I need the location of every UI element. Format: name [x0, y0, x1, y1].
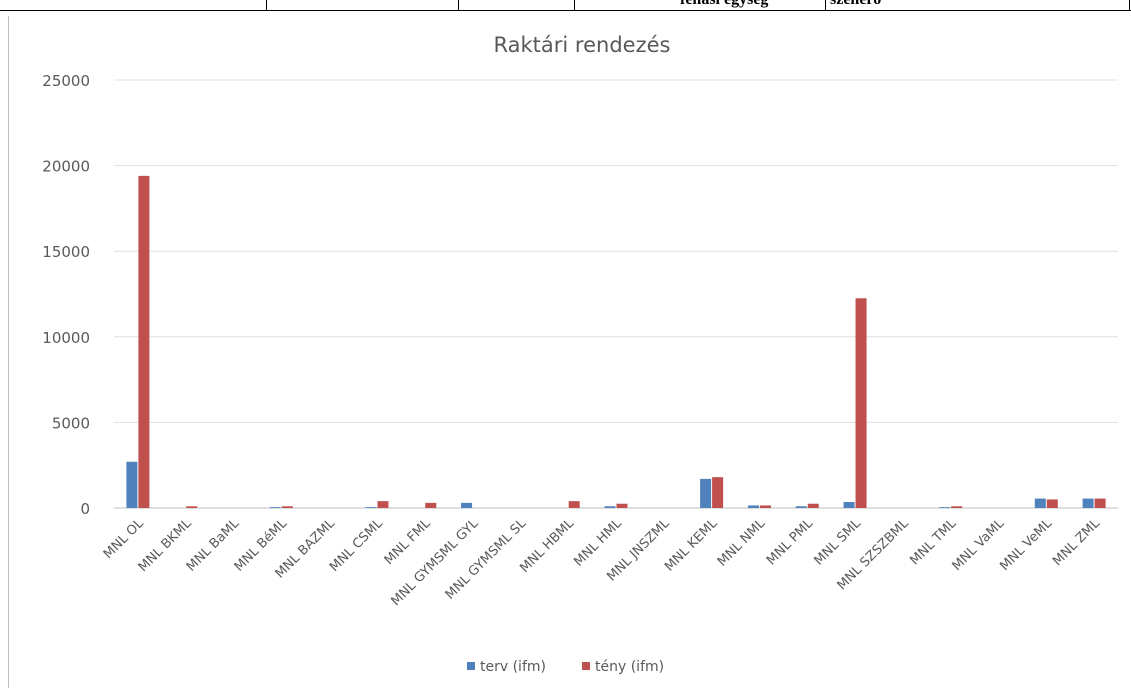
bar-teny	[759, 505, 771, 508]
table-divider	[574, 0, 575, 10]
bar-terv	[843, 502, 855, 508]
y-tick-label: 5000	[52, 414, 90, 432]
bar-terv	[604, 506, 616, 508]
bar-terv	[126, 461, 138, 508]
bar-teny	[377, 501, 389, 508]
legend-label: tény (ifm)	[595, 659, 664, 675]
y-tick-label: 0	[80, 500, 90, 518]
bar-teny	[855, 298, 867, 508]
bar-terv	[461, 502, 473, 508]
x-tick-label: MNL ZML	[1050, 516, 1103, 569]
bar-terv	[747, 505, 759, 508]
table-divider	[266, 0, 267, 10]
bar-teny	[425, 502, 437, 508]
chart-frame	[8, 16, 1127, 688]
bar-terv	[365, 507, 377, 508]
table-divider	[458, 0, 459, 10]
bar-terv	[269, 507, 281, 508]
x-tick-label: MNL VeML	[997, 516, 1055, 574]
chart-title: Raktári rendezés	[494, 33, 671, 57]
bar-teny	[568, 501, 580, 508]
bar-teny	[138, 175, 150, 508]
bar-terv	[939, 507, 951, 508]
legend-swatch	[582, 662, 590, 670]
table-cell-text: szenero	[830, 0, 881, 9]
top-table-fragment: fenasi egyseg szenero	[0, 0, 1131, 11]
bar-terv	[700, 478, 712, 508]
legend-swatch	[467, 662, 475, 670]
y-tick-label: 25000	[42, 72, 90, 90]
bar-terv	[795, 506, 807, 508]
bar-teny	[616, 503, 628, 508]
x-tick-label: MNL CSML	[327, 516, 386, 575]
y-tick-label: 20000	[42, 158, 90, 176]
table-divider	[1129, 0, 1130, 10]
bar-teny	[807, 503, 819, 508]
legend-label: terv (ifm)	[480, 659, 546, 675]
x-tick-label: MNL GYMSML SL	[443, 516, 530, 603]
bar-teny	[951, 506, 963, 508]
bar-terv	[1082, 498, 1094, 508]
bar-terv	[1034, 498, 1046, 508]
bar-teny	[712, 477, 724, 508]
x-tick-label: MNL OL	[101, 516, 147, 562]
y-tick-label: 10000	[42, 329, 90, 347]
x-tick-label: MNL KEML	[662, 516, 721, 575]
table-cell-text: fenasi egyseg	[680, 0, 768, 9]
table-divider	[825, 0, 826, 10]
x-tick-label: MNL GYMSML GYL	[389, 516, 482, 609]
bar-teny	[281, 506, 293, 508]
bar-teny	[1046, 499, 1058, 508]
y-tick-label: 15000	[42, 243, 90, 261]
x-tick-label: MNL NML	[715, 516, 769, 570]
bar-teny	[186, 506, 198, 508]
x-tick-label: MNL PML	[764, 516, 817, 569]
bar-teny	[1094, 498, 1106, 508]
